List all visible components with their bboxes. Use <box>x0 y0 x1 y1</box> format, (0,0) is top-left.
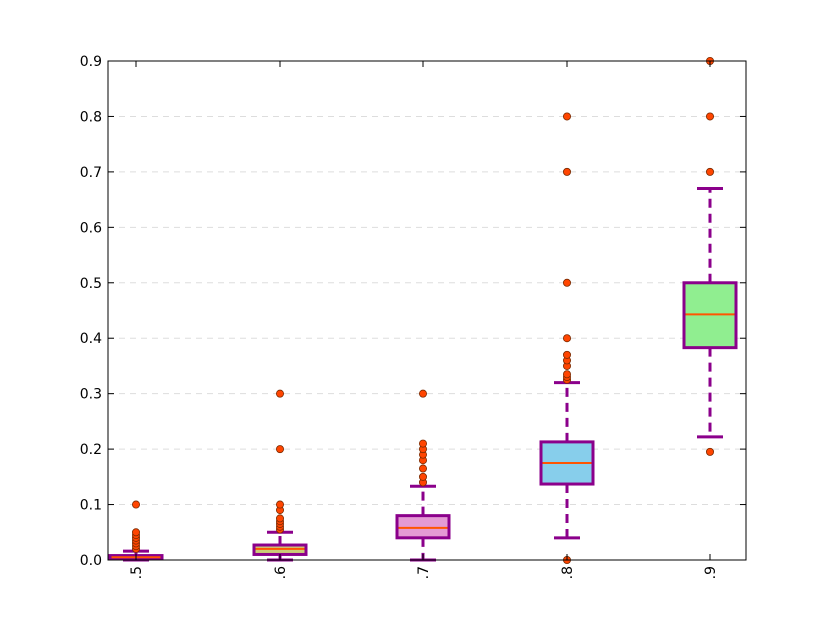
outlier-point <box>563 167 572 176</box>
outlier-point <box>418 389 427 398</box>
outlier-point <box>706 167 715 176</box>
outlier-point <box>706 447 715 456</box>
y-tick-label: 0.1 <box>80 498 102 514</box>
outlier-point <box>563 112 572 121</box>
outlier-point <box>563 350 572 359</box>
box-3 <box>395 389 451 562</box>
x-tick-label: .9 <box>703 566 719 579</box>
outlier-point <box>275 445 284 454</box>
outlier-point <box>275 389 284 398</box>
outlier-point <box>418 439 427 448</box>
y-tick-label: 0.2 <box>80 442 102 458</box>
outlier-point <box>275 514 284 523</box>
outlier-point <box>418 464 427 473</box>
outlier-point <box>131 500 140 509</box>
y-tick-label: 0.7 <box>80 165 102 181</box>
y-tick-label: 0.8 <box>80 109 102 125</box>
outlier-point <box>418 472 427 481</box>
axes: 0.0 0.1 0.2 0.3 0.4 0.5 0.6 0.7 0.8 0.9 .5 .6 .7 .8 .9 <box>80 54 747 579</box>
x-tick-label: .5 <box>129 566 145 579</box>
box-4 <box>539 112 595 565</box>
box-5 <box>682 57 738 456</box>
y-tick-label: 0.9 <box>80 54 102 70</box>
grid-lines <box>108 115 746 506</box>
x-tick-label: .7 <box>416 566 432 579</box>
y-tick-label: 0.0 <box>80 553 102 569</box>
y-tick-label: 0.6 <box>80 220 102 236</box>
y-tick-label: 0.5 <box>80 276 102 292</box>
plot-frame <box>107 60 747 561</box>
x-tick-label: .8 <box>560 566 576 579</box>
outlier-point <box>563 370 572 379</box>
y-tick-label: 0.4 <box>80 331 102 347</box>
x-tick-label: .6 <box>273 566 289 579</box>
iqr-box <box>395 514 451 540</box>
outlier-point <box>563 278 572 287</box>
outlier-point <box>275 500 284 509</box>
outlier-point <box>131 528 140 537</box>
outlier-point <box>563 334 572 343</box>
y-tick-label: 0.3 <box>80 387 102 403</box>
outlier-point <box>706 112 715 121</box>
